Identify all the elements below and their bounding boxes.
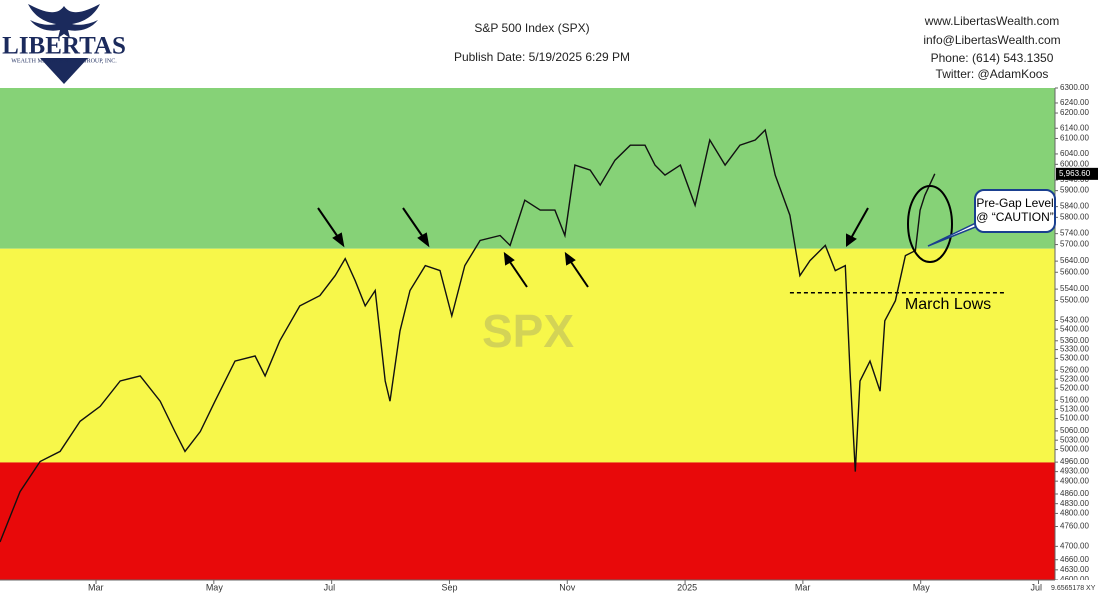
y-tick-label: 5900.00 <box>1060 186 1089 195</box>
y-tick-label: 6000.00 <box>1060 159 1089 168</box>
y-tick-label: 5200.00 <box>1060 383 1089 392</box>
y-tick-label: 5430.00 <box>1060 316 1089 325</box>
chart-title: S&P 500 Index (SPX) <box>474 21 589 35</box>
y-tick-label: 5030.00 <box>1060 435 1089 444</box>
x-tick-label: Jul <box>1031 582 1043 592</box>
contact-line: Phone: (614) 543.1350 <box>931 51 1054 65</box>
y-tick-label: 5360.00 <box>1060 336 1089 345</box>
y-tick-label: 5330.00 <box>1060 345 1089 354</box>
y-tick-label: 6240.00 <box>1060 98 1089 107</box>
arrow-head <box>417 232 430 248</box>
level-label: March Lows <box>905 296 991 313</box>
y-tick-label: 5160.00 <box>1060 395 1089 404</box>
y-tick-label: 4830.00 <box>1060 499 1089 508</box>
x-tick-label: May <box>206 582 224 592</box>
y-tick-label: 5400.00 <box>1060 324 1089 333</box>
y-tick-label: 5260.00 <box>1060 365 1089 374</box>
y-tick-label: 6200.00 <box>1060 108 1089 117</box>
y-tick-label: 4900.00 <box>1060 476 1089 485</box>
arrow-head <box>846 233 857 247</box>
y-tick-label: 4600.00 <box>1060 575 1089 584</box>
y-tick-label: 6140.00 <box>1060 123 1089 132</box>
price-tag <box>1056 167 1098 180</box>
x-tick-label: Nov <box>559 582 576 592</box>
callout-line: Pre-Gap Level <box>976 196 1053 210</box>
zone-band <box>0 248 1055 463</box>
arrows <box>317 207 869 288</box>
zone-band <box>0 462 1055 580</box>
y-tick-label: 4800.00 <box>1060 509 1089 518</box>
x-tick-label: Mar <box>795 582 811 592</box>
y-tick-label: 5500.00 <box>1060 296 1089 305</box>
y-tick-label: 5800.00 <box>1060 212 1089 221</box>
logo-shield <box>40 58 88 84</box>
arrow-head <box>503 251 515 266</box>
x-tick-label: Mar <box>88 582 104 592</box>
contact-line: www.LibertasWealth.com <box>924 14 1060 28</box>
zone-band <box>0 88 1055 249</box>
logo-name: LIBERTAS <box>2 33 126 60</box>
price-line <box>0 128 936 543</box>
y-tick-label: 5130.00 <box>1060 405 1089 414</box>
y-tick-label: 5740.00 <box>1060 229 1089 238</box>
highlight-ellipse <box>907 185 953 263</box>
y-tick-label: 4860.00 <box>1060 489 1089 498</box>
y-tick-label: 5600.00 <box>1060 267 1089 276</box>
arrow-head <box>564 251 576 266</box>
y-tick-label: 5060.00 <box>1060 426 1089 435</box>
callout-line: @ “CAUTION” <box>976 210 1054 224</box>
y-tick-label: 5700.00 <box>1060 240 1089 249</box>
x-tick-label: Jul <box>324 582 336 592</box>
callout-text: Pre-Gap Level @ “CAUTION” <box>976 196 1054 224</box>
arrow <box>317 207 341 241</box>
y-tick-label: 6300.00 <box>1060 83 1089 92</box>
x-axis-panel <box>0 580 1100 595</box>
overlay: Pre-Gap Level @ “CAUTION” <box>317 185 1056 288</box>
logo-tagline: WEALTH MANAGEMENT GROUP, INC. <box>11 58 117 64</box>
watermark: SPX <box>482 305 574 357</box>
y-tick-label: 4630.00 <box>1060 565 1089 574</box>
y-tick-label: 5000.00 <box>1060 445 1089 454</box>
arrow <box>568 258 589 288</box>
y-tick-label: 4660.00 <box>1060 555 1089 564</box>
y-tick-label: 6100.00 <box>1060 134 1089 143</box>
y-tick-label: 5540.00 <box>1060 284 1089 293</box>
y-tick-label: 4760.00 <box>1060 522 1089 531</box>
chart-subtitle: Publish Date: 5/19/2025 6:29 PM <box>454 50 630 64</box>
y-tick-label: 5100.00 <box>1060 414 1089 423</box>
x-tick-label: Sep <box>441 582 457 592</box>
callout-box <box>974 189 1056 233</box>
x-tick-label: 2025 <box>677 582 697 592</box>
arrow-head <box>332 232 345 248</box>
logo: LIBERTAS WEALTH MANAGEMENT GROUP, INC. <box>2 4 126 84</box>
logo-eagle <box>28 4 100 38</box>
y-tick-label: 4930.00 <box>1060 467 1089 476</box>
y-tick-label: 5230.00 <box>1060 374 1089 383</box>
contact-line: info@LibertasWealth.com <box>923 33 1060 47</box>
price-tag-label: 5,963.60 <box>1059 169 1091 178</box>
arrow <box>849 207 869 241</box>
x-tick-label: May <box>913 582 931 592</box>
y-tick-label: 6040.00 <box>1060 149 1089 158</box>
y-tick-label: 4700.00 <box>1060 541 1089 550</box>
contact-line: Twitter: @AdamKoos <box>936 67 1049 81</box>
y-tick-label: 5640.00 <box>1060 256 1089 265</box>
scale-note: 9.6565178 XY <box>1051 585 1096 592</box>
y-tick-label: 4960.00 <box>1060 457 1089 466</box>
arrow <box>402 207 426 241</box>
y-tick-label: 5840.00 <box>1060 202 1089 211</box>
y-tick-label: 5300.00 <box>1060 354 1089 363</box>
arrow <box>507 258 528 288</box>
